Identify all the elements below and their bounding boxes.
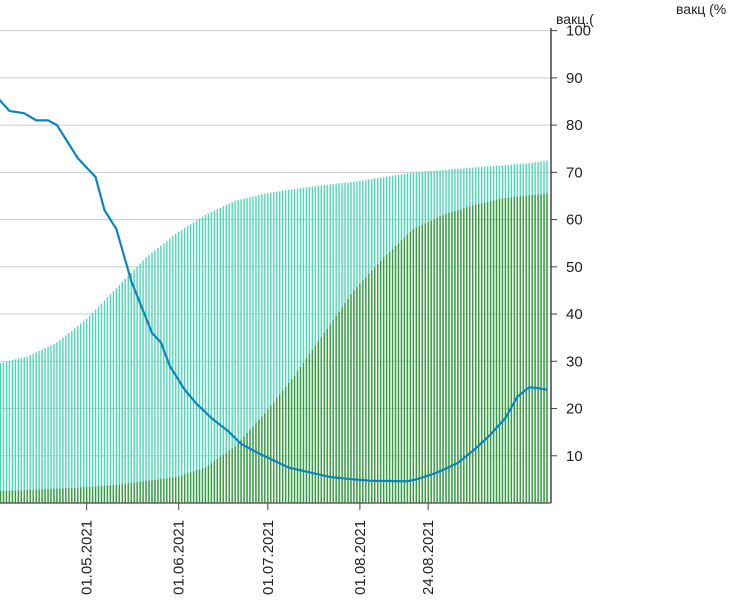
x-tick-label: 01.08.2021	[352, 520, 369, 595]
y-tick-label: 20	[566, 401, 583, 418]
y-tick-label: 80	[566, 117, 583, 134]
x-tick-label: 01.06.2021	[171, 520, 188, 595]
x-tick-label: 01.07.2021	[260, 520, 277, 595]
y-axis	[0, 28, 557, 510]
grid-lines	[0, 30, 551, 457]
y-tick-label: 30	[566, 353, 583, 370]
y-tick-label: 60	[566, 212, 583, 229]
bar-series	[0, 160, 548, 503]
line-series_3	[0, 98, 548, 483]
y-tick-label: 70	[566, 164, 583, 181]
x-tick-label: 01.05.2021	[79, 520, 96, 595]
line-series	[0, 98, 548, 483]
y-tick-label: 10	[566, 448, 583, 465]
x-tick-label: 24.08.2021	[420, 520, 437, 595]
y-tick-label: 40	[566, 306, 583, 323]
y-tick-label: 100	[566, 23, 591, 40]
y-tick-labels: 10 20 30 40 50 60 70 80 90 100	[566, 23, 591, 465]
x-tick-labels: 01.05.2021 01.06.2021 01.07.2021 01.08.2021…	[79, 520, 438, 595]
chart-corner-title: вакц (%	[676, 1, 726, 17]
y-axis-title: вакц.(	[556, 11, 594, 27]
y-tick-label: 50	[566, 259, 583, 276]
y-tick-label: 90	[566, 70, 583, 87]
